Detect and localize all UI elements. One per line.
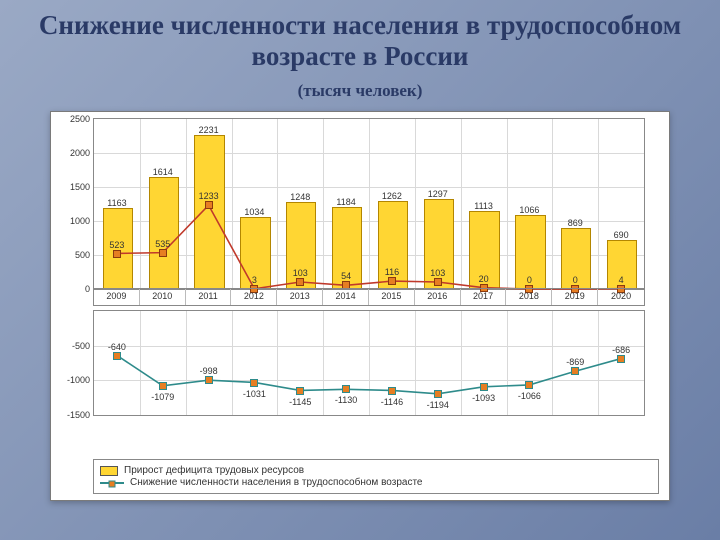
xaxis-label: 2015 xyxy=(369,289,415,305)
line-marker xyxy=(480,383,488,391)
legend-swatch-line xyxy=(100,482,124,484)
ytick-upper: 2000 xyxy=(70,148,94,158)
bar-value-label: 1163 xyxy=(107,198,126,208)
legend-label-line: Снижение численности населения в трудосп… xyxy=(130,477,422,488)
line-marker xyxy=(388,277,396,285)
bar-value-label: 1034 xyxy=(244,207,264,217)
ytick-upper: 500 xyxy=(75,250,94,260)
ytick-lower: -500 xyxy=(72,341,94,351)
line-value-label: -640 xyxy=(108,342,126,352)
legend-label-bars: Прирост дефицита трудовых ресурсов xyxy=(124,465,304,476)
line-value-label: 523 xyxy=(109,240,124,250)
xaxis-label: 2011 xyxy=(186,289,232,305)
line-value-label: -1194 xyxy=(427,400,449,410)
line-value-label: -1146 xyxy=(381,397,403,407)
line-value-label: -1145 xyxy=(289,397,311,407)
xaxis-label: 2014 xyxy=(323,289,369,305)
ytick-lower: -1500 xyxy=(67,410,94,420)
bar-value-label: 2231 xyxy=(199,125,219,135)
line-value-label: 3 xyxy=(252,275,257,285)
line-value-label: -869 xyxy=(566,357,584,367)
xaxis-label: 2018 xyxy=(507,289,553,305)
line-value-label: 0 xyxy=(573,275,578,285)
legend-line-bottom: Снижение численности населения в трудосп… xyxy=(100,477,652,488)
line-marker xyxy=(434,390,442,398)
bar-value-label: 1614 xyxy=(153,167,173,177)
line-marker xyxy=(113,250,121,258)
line-value-label: 116 xyxy=(385,267,399,277)
line-marker xyxy=(434,278,442,286)
bar xyxy=(149,177,179,289)
line-marker xyxy=(159,249,167,257)
title-main: Снижение численности населения в трудосп… xyxy=(30,10,690,72)
bar-value-label: 1297 xyxy=(428,189,448,199)
line-marker xyxy=(296,387,304,395)
line-value-label: -686 xyxy=(612,345,630,355)
xaxis-label: 2010 xyxy=(140,289,186,305)
line-value-label: -1066 xyxy=(518,391,541,401)
ytick-lower: -1000 xyxy=(67,375,94,385)
line-value-label: -998 xyxy=(200,366,218,376)
xaxis-label: 2012 xyxy=(232,289,278,305)
line-value-label: -1031 xyxy=(243,389,266,399)
xaxis-label: 2016 xyxy=(415,289,461,305)
line-marker xyxy=(342,385,350,393)
bar-value-label: 1066 xyxy=(519,205,539,215)
ytick-upper: 1000 xyxy=(70,216,94,226)
bar-value-label: 1184 xyxy=(336,197,355,207)
line-marker xyxy=(525,381,533,389)
line-marker xyxy=(388,387,396,395)
line-value-label: -1130 xyxy=(335,395,357,405)
line-marker xyxy=(571,367,579,375)
line-value-label: -1093 xyxy=(472,393,495,403)
line-value-label: 1233 xyxy=(199,191,219,201)
line-value-label: 20 xyxy=(479,274,489,284)
xaxis-label: 2013 xyxy=(277,289,323,305)
line-value-label: 0 xyxy=(527,275,532,285)
line-value-label: 4 xyxy=(619,275,624,285)
line-marker xyxy=(205,376,213,384)
bar-value-label: 1248 xyxy=(290,192,310,202)
upper-plot: 0500100015002000250011631614223110341248… xyxy=(93,118,645,290)
lower-plot: -1500-1000-500-640-1079-998-1031-1145-11… xyxy=(93,310,645,416)
xaxis-label: 2017 xyxy=(461,289,507,305)
xaxis-label: 2019 xyxy=(552,289,598,305)
bar-value-label: 1262 xyxy=(382,191,402,201)
slide: Снижение численности населения в трудосп… xyxy=(0,0,720,540)
line-marker xyxy=(617,355,625,363)
legend-bars: Прирост дефицита трудовых ресурсов xyxy=(100,465,652,476)
ytick-upper: 1500 xyxy=(70,182,94,192)
line-marker xyxy=(205,201,213,209)
chart-frame: 0500100015002000250011631614223110341248… xyxy=(50,111,670,501)
bar xyxy=(194,135,224,289)
line-marker xyxy=(159,382,167,390)
bar-value-label: 1113 xyxy=(474,201,493,211)
slide-title: Снижение численности населения в трудосп… xyxy=(30,10,690,103)
xaxis-label: 2009 xyxy=(94,289,140,305)
legend: Прирост дефицита трудовых ресурсов Сниже… xyxy=(93,459,659,494)
line-value-label: -1079 xyxy=(151,392,174,402)
line-marker xyxy=(113,352,121,360)
x-axis: 2009201020112012201320142015201620172018… xyxy=(93,288,645,306)
line-value-label: 535 xyxy=(155,239,170,249)
line-marker xyxy=(296,278,304,286)
bar-value-label: 690 xyxy=(614,230,629,240)
line-marker xyxy=(250,379,258,387)
line-value-label: 103 xyxy=(293,268,308,278)
bar-value-label: 869 xyxy=(568,218,583,228)
xaxis-label: 2020 xyxy=(598,289,644,305)
line-value-label: 54 xyxy=(341,271,351,281)
title-sub: (тысяч человек) xyxy=(298,81,423,100)
line-value-label: 103 xyxy=(430,268,445,278)
legend-swatch-bar xyxy=(100,466,118,476)
ytick-upper: 2500 xyxy=(70,114,94,124)
